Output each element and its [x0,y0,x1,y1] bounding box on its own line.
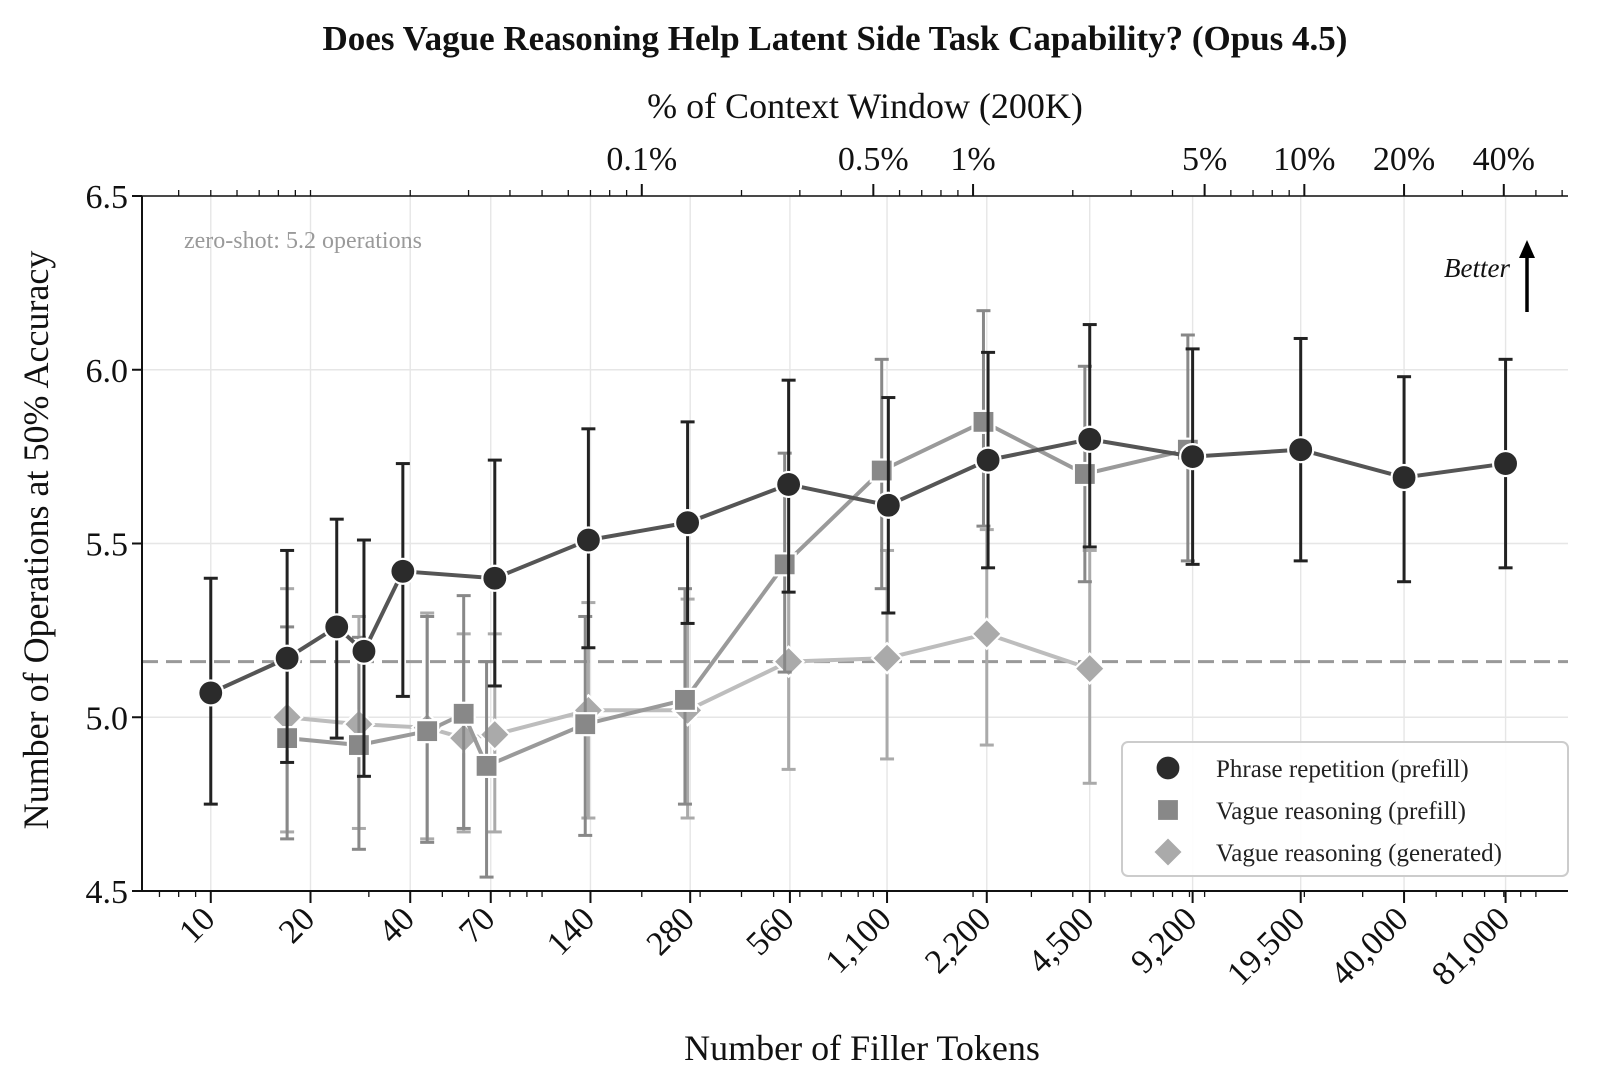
x-tick-label: 81,000 [1425,900,1517,992]
data-point [451,701,476,726]
top-tick-label: 1% [950,141,995,178]
y-tick-label: 5.0 [86,700,129,737]
series-line [209,437,1506,695]
x-tick-label: 560 [739,900,801,962]
data-point [874,491,902,519]
data-point [673,509,702,537]
top-tick-label: 20% [1373,141,1435,178]
data-point [481,564,509,592]
data-point [573,712,598,737]
series-square [275,309,1200,879]
data-point [389,557,417,585]
x-tick-label: 19,500 [1220,900,1312,992]
top-tick-label: 5% [1182,141,1227,178]
x-tick-label: 2,200 [918,900,998,980]
data-point [474,753,499,779]
data-point [1072,461,1097,487]
x-tick-label: 9,200 [1124,900,1204,980]
y-tick-label: 4.5 [86,874,129,911]
top-tick-label: 0.1% [606,141,677,178]
data-point [971,409,996,434]
data-point [1390,463,1418,492]
legend-box [1121,741,1569,877]
x-tick-label: 4,500 [1021,900,1101,980]
data-point [772,552,797,577]
x-tick-label: 1,100 [818,900,898,980]
legend-label: Vague reasoning (generated) [1216,840,1502,867]
x-tick-label: 280 [640,900,702,962]
better-label: Better [1444,253,1510,283]
data-point [574,526,602,554]
data-point [672,687,698,712]
legend-item: Phrase repetition (prefill) [1154,754,1469,783]
better-indicator: Better [1444,240,1535,312]
series-line [286,419,1189,769]
top-tick-label: 40% [1473,141,1535,178]
x-axis-label: Number of Filler Tokens [684,1028,1040,1068]
y-tick-label: 6.0 [86,353,129,390]
data-point [197,679,225,707]
y-axis-label: Number of Operations at 50% Accuracy [16,251,56,830]
series-circle [197,323,1520,806]
data-point [350,637,378,665]
data-point [415,719,440,744]
data-point [1287,436,1315,464]
data-point [1179,443,1207,471]
top-tick-label: 10% [1273,141,1335,178]
x-tick-label: 140 [540,900,602,962]
legend-marker [1154,754,1182,782]
x-tick-label: 20 [272,900,322,950]
legend-item: Vague reasoning (prefill) [1155,797,1466,825]
data-point [974,446,1002,474]
series-group [197,309,1520,879]
data-point [775,470,803,499]
legend: Phrase repetition (prefill) Vague reasoni… [1121,741,1569,877]
legend-label: Phrase repetition (prefill) [1216,756,1469,783]
top-axis-label: % of Context Window (200K) [647,86,1083,126]
data-point [478,718,512,752]
data-point [346,732,372,758]
legend-marker [1155,797,1181,823]
y-tick-label: 6.5 [86,179,129,216]
data-point [970,617,1004,651]
zero-shot-annotation: zero-shot: 5.2 operations [184,228,422,254]
y-tick-label: 5.5 [86,527,129,564]
legend-item: Vague reasoning (generated) [1151,835,1502,869]
x-tick-label: 40 [372,900,422,950]
data-point [1076,425,1104,453]
data-point [870,641,904,675]
data-point [1491,449,1520,478]
data-point [772,645,806,679]
legend-marker [1151,835,1185,869]
x-tick-label: 10 [172,900,222,950]
data-point [1073,652,1107,686]
data-point [323,613,351,641]
x-tick-label: 40,000 [1323,900,1415,992]
top-tick-label: 0.5% [838,141,909,178]
legend-label: Vague reasoning (prefill) [1216,798,1466,825]
x-tick-label: 70 [452,900,502,950]
chart-title: Does Vague Reasoning Help Latent Side Ta… [323,19,1348,58]
data-point [273,644,301,672]
up-arrow-icon [1519,240,1535,312]
